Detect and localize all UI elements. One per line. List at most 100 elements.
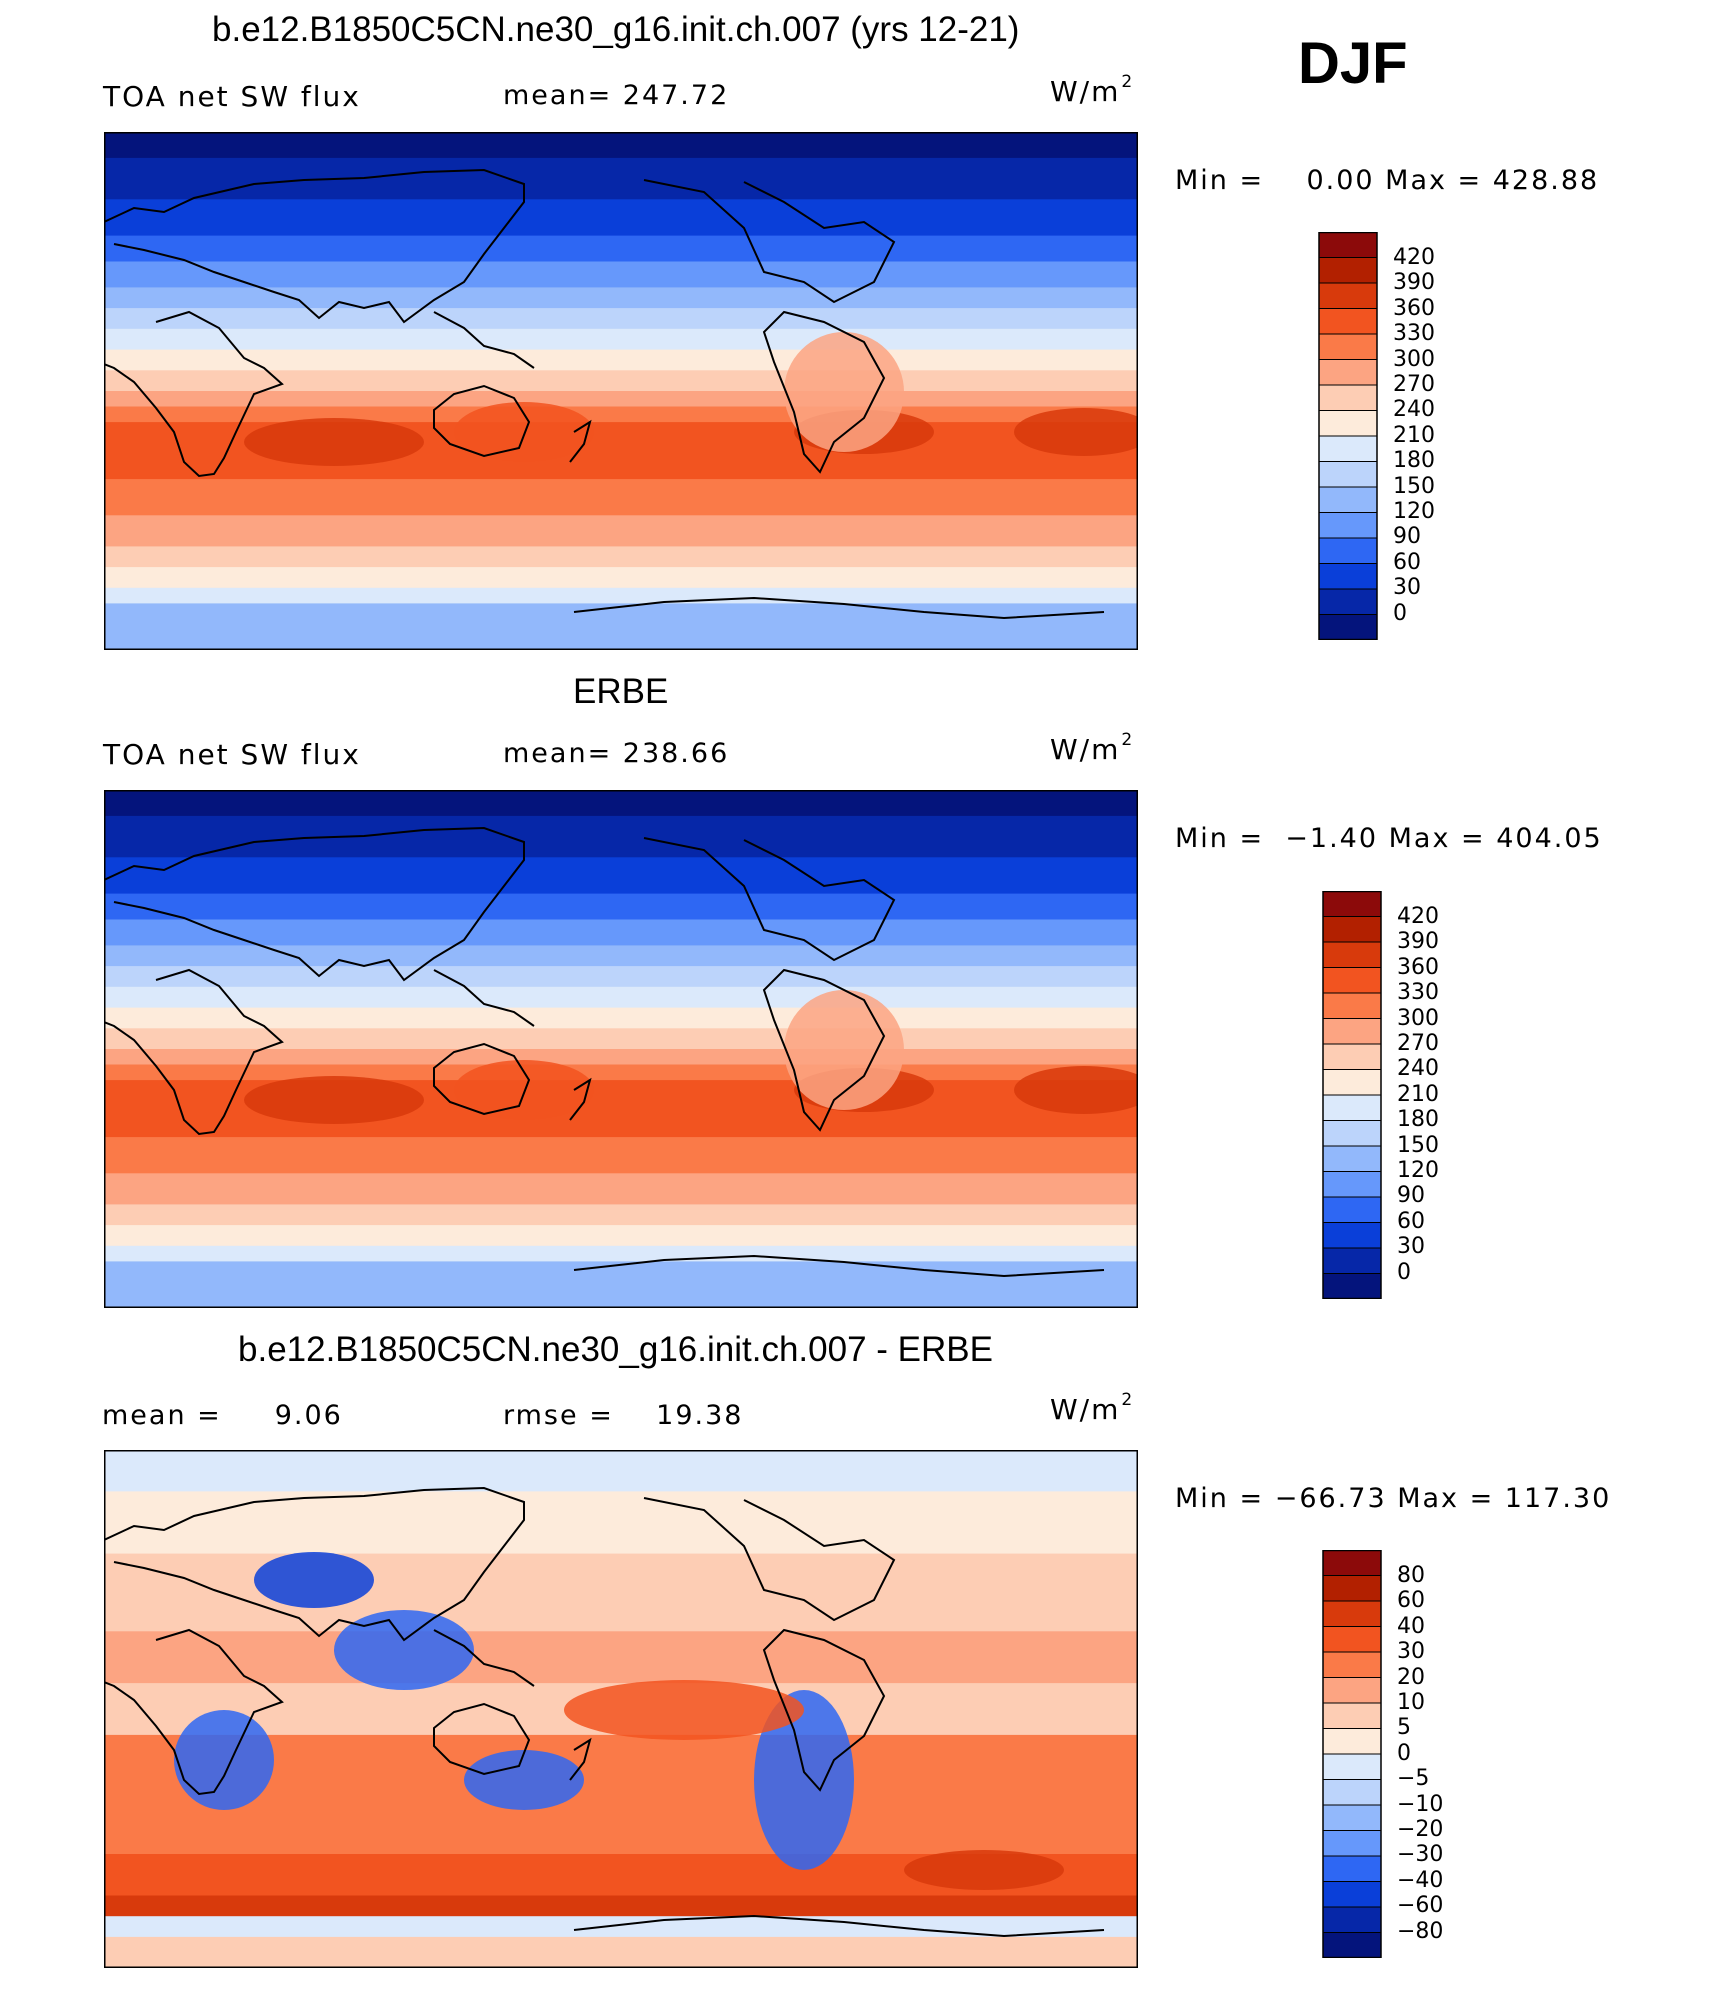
field-blob xyxy=(754,1690,854,1870)
panel-2-title: ERBE xyxy=(573,672,669,711)
panel-2-tick: 390 xyxy=(1397,929,1439,955)
field-blob xyxy=(254,1552,374,1608)
field-blob xyxy=(334,1610,474,1690)
field-band xyxy=(104,1245,1138,1263)
field-band xyxy=(104,1734,1138,1855)
panel-1-tick: 210 xyxy=(1393,422,1435,448)
field-band xyxy=(104,546,1138,568)
panel-2-tick: 90 xyxy=(1397,1183,1425,1209)
panel-1-tick: 0 xyxy=(1393,600,1407,626)
field-blob xyxy=(1014,1066,1138,1114)
panel-1-tick: 60 xyxy=(1393,549,1421,575)
panel-3-mean: mean = 9.06 xyxy=(102,1400,343,1431)
colorbar-swatch xyxy=(1318,512,1378,540)
panel-2-tick: 300 xyxy=(1397,1005,1439,1031)
field-band xyxy=(104,479,1138,517)
panel-3-colorbar-svg xyxy=(1322,1550,1382,1958)
panel-2-field-label: TOA net SW flux xyxy=(103,738,361,771)
panel-1-tick: 360 xyxy=(1393,295,1435,321)
coastline xyxy=(433,311,535,369)
panel-3-tick: 80 xyxy=(1397,1563,1425,1588)
field-blob xyxy=(244,418,424,466)
colorbar-swatch xyxy=(1322,1196,1382,1224)
coastline xyxy=(433,969,535,1027)
coastline xyxy=(643,837,896,962)
field-band xyxy=(104,1049,1138,1066)
panel-2-mean: mean= 238.66 xyxy=(503,738,730,769)
colorbar-swatch xyxy=(1322,967,1382,995)
field-band xyxy=(104,1261,1138,1308)
colorbar-swatch xyxy=(1318,359,1378,387)
colorbar-swatch xyxy=(1318,384,1378,412)
panel-2-tick: 30 xyxy=(1397,1234,1425,1260)
panel-3-tick: −80 xyxy=(1397,1918,1444,1944)
panel-3-map xyxy=(104,1450,1138,1968)
colorbar-swatch xyxy=(1322,1222,1382,1250)
colorbar-swatch xyxy=(1322,1550,1382,1577)
colorbar-swatch xyxy=(1322,1094,1382,1122)
colorbar-swatch xyxy=(1318,232,1378,259)
coastline xyxy=(573,1254,1105,1278)
panel-1-tick: 90 xyxy=(1393,524,1421,550)
colorbar-swatch xyxy=(1322,1728,1382,1756)
colorbar-swatch xyxy=(1318,563,1378,591)
colorbar-swatch xyxy=(1318,614,1378,640)
colorbar-swatch xyxy=(1322,1600,1382,1628)
colorbar-swatch xyxy=(1322,1932,1382,1958)
coastline xyxy=(569,1077,592,1121)
coastline xyxy=(433,384,531,458)
field-blob xyxy=(174,1710,274,1810)
panel-1-tick: 390 xyxy=(1393,270,1435,296)
colorbar-swatch xyxy=(1322,1069,1382,1097)
field-band xyxy=(104,370,1138,392)
colorbar-swatch xyxy=(1322,1804,1382,1832)
field-band xyxy=(104,1007,1138,1030)
field-band xyxy=(104,406,1138,423)
field-band xyxy=(104,1173,1138,1206)
coastline xyxy=(573,596,1105,620)
colorbar-swatch xyxy=(1322,1043,1382,1071)
panel-3-tick: −30 xyxy=(1397,1842,1444,1868)
field-band xyxy=(104,328,1138,351)
panel-1-map xyxy=(104,132,1138,650)
field-band xyxy=(104,1204,1138,1226)
field-blob xyxy=(1014,408,1138,456)
coastline xyxy=(433,1042,531,1116)
panel-2-tick: 120 xyxy=(1397,1158,1439,1184)
field-band xyxy=(104,603,1138,650)
panel-1-tick: 150 xyxy=(1393,473,1435,499)
colorbar-swatch xyxy=(1318,461,1378,489)
panel-2-map xyxy=(104,790,1138,1308)
colorbar-swatch xyxy=(1322,1830,1382,1858)
colorbar-swatch xyxy=(1318,308,1378,336)
field-band xyxy=(104,1491,1138,1555)
field-band xyxy=(104,815,1138,859)
field-band xyxy=(104,199,1138,237)
field-band xyxy=(104,1225,1138,1247)
coastline xyxy=(643,179,896,304)
coastline xyxy=(643,1497,896,1622)
colorbar-frame xyxy=(1322,891,1382,1299)
season-label: DJF xyxy=(1298,31,1408,96)
panel-1-map-svg xyxy=(104,132,1138,650)
field-band xyxy=(104,587,1138,605)
panel-1-unit: W/m2 xyxy=(1050,72,1135,108)
coastline xyxy=(104,1628,284,1796)
panel-3-tick: 0 xyxy=(1397,1740,1411,1766)
panel-2-tick: 240 xyxy=(1397,1056,1439,1082)
coastline xyxy=(762,1628,886,1792)
panel-3-tick: −5 xyxy=(1397,1766,1430,1792)
field-band xyxy=(104,893,1138,921)
colorbar-swatch xyxy=(1322,1171,1382,1199)
panel-3-tick: 5 xyxy=(1397,1715,1411,1741)
panel-3-tick: −60 xyxy=(1397,1893,1444,1919)
map-frame xyxy=(104,790,1138,1308)
panel-3-rmse: rmse = 19.38 xyxy=(503,1400,744,1431)
panel-3-tick: −40 xyxy=(1397,1867,1444,1893)
field-band xyxy=(104,308,1138,330)
panel-2-tick: 420 xyxy=(1397,904,1439,929)
field-band xyxy=(104,1028,1138,1050)
panel-1-tick: 300 xyxy=(1393,346,1435,372)
panel-2-colorbar xyxy=(1322,891,1382,1299)
panel-1-field-label: TOA net SW flux xyxy=(103,80,361,113)
